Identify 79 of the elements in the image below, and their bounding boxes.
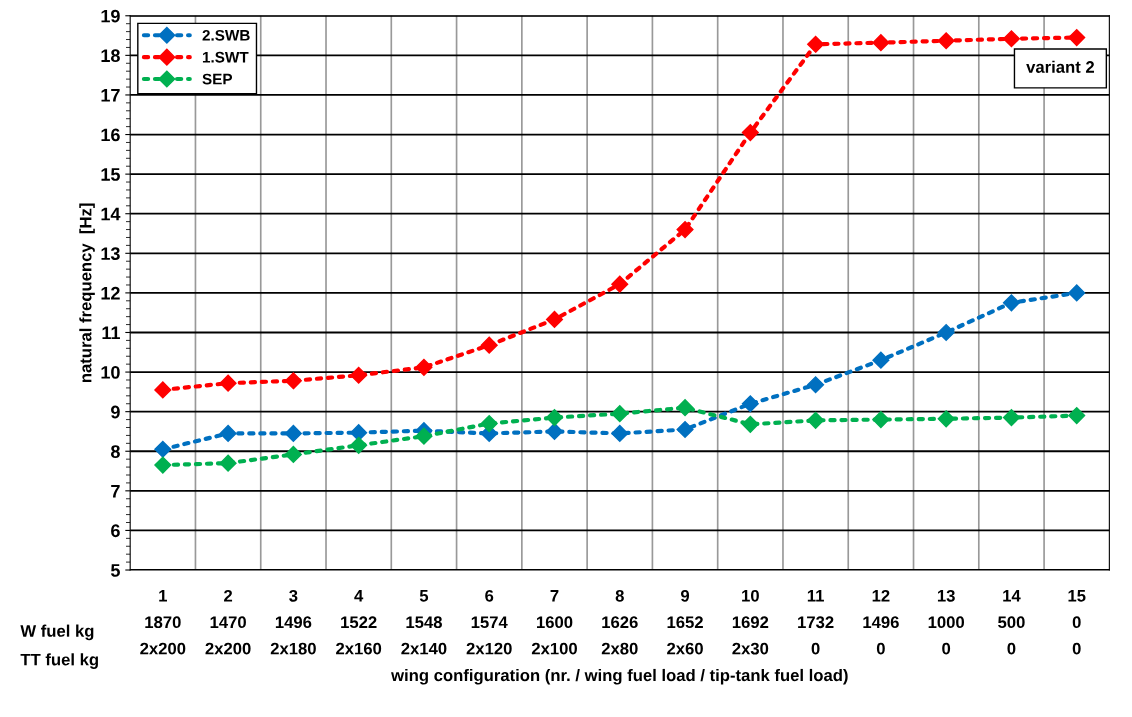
y-tick-label: 9 bbox=[111, 405, 120, 419]
y-tick-label: 18 bbox=[101, 49, 120, 63]
point bbox=[676, 399, 694, 417]
point bbox=[611, 424, 629, 442]
point bbox=[1068, 407, 1086, 425]
point bbox=[611, 405, 629, 423]
y-tick-label: 7 bbox=[111, 484, 120, 498]
y-tick-label: 14 bbox=[101, 207, 121, 221]
point bbox=[807, 411, 825, 429]
point bbox=[350, 366, 368, 384]
x-tick-label: 9 1652 2x60 bbox=[667, 589, 703, 655]
x-tick-label: 8 1626 2x80 bbox=[601, 589, 638, 655]
x-tick-label: 15 0 0 bbox=[1068, 590, 1086, 655]
point bbox=[219, 424, 237, 442]
point bbox=[154, 456, 172, 474]
y-tick-label: 6 bbox=[111, 524, 120, 538]
text: W fuel kg bbox=[20, 624, 94, 641]
point bbox=[937, 32, 955, 50]
point bbox=[545, 422, 564, 441]
point bbox=[154, 440, 172, 458]
point bbox=[545, 310, 564, 328]
legend-label: SEP bbox=[202, 73, 233, 85]
point bbox=[872, 411, 890, 429]
y-tick-label: 8 bbox=[110, 445, 120, 458]
y-axis-title: natural frequency [Hz] bbox=[79, 203, 95, 383]
point bbox=[872, 351, 890, 369]
point bbox=[545, 409, 564, 427]
x-tick-label: 13 1000 0 bbox=[928, 589, 965, 655]
point bbox=[676, 221, 694, 239]
y-tick-label: 12 bbox=[101, 286, 120, 300]
x-tick-label: 10 1692 2x30 bbox=[732, 589, 769, 655]
point bbox=[741, 415, 759, 433]
point bbox=[1002, 409, 1020, 427]
x-tick-label: 3 1496 2x180 bbox=[270, 589, 316, 655]
y-tick-label: 10 bbox=[101, 366, 120, 379]
y-tick-label: 15 bbox=[101, 168, 120, 181]
y-tick-label: 19 bbox=[101, 9, 120, 23]
point bbox=[611, 275, 629, 293]
annotation: variant 2 bbox=[1026, 60, 1095, 73]
point bbox=[741, 124, 759, 142]
point bbox=[1068, 28, 1086, 47]
y-tick-label: 13 bbox=[101, 247, 120, 261]
x-tick-label: 2 1470 2x200 bbox=[205, 589, 251, 655]
legend-label: 1.SWT bbox=[202, 51, 249, 63]
y-tick-label: 16 bbox=[101, 128, 120, 142]
y-tick-label: 11 bbox=[102, 326, 120, 340]
point bbox=[480, 336, 498, 354]
point bbox=[1002, 294, 1020, 312]
point bbox=[1068, 284, 1086, 302]
x-tick-label: 12 1496 0 bbox=[863, 589, 899, 655]
point bbox=[415, 358, 433, 376]
point bbox=[284, 372, 302, 390]
x-tick-label: 7 1600 2x100 bbox=[531, 590, 577, 655]
point bbox=[219, 454, 237, 472]
x-tick-label: 14 500 0 bbox=[998, 590, 1025, 655]
point bbox=[676, 420, 694, 439]
x-tick-label: 6 1574 2x120 bbox=[466, 589, 512, 655]
x-axis-title: wing configuration (nr. / wing fuel load / tip-tank fuel load) bbox=[391, 668, 848, 685]
point bbox=[741, 395, 759, 413]
point bbox=[937, 323, 955, 342]
x-tick-label: 1 1870 2x200 bbox=[140, 590, 186, 655]
point bbox=[807, 376, 825, 394]
x-tick-label: 4 1522 2x160 bbox=[336, 590, 382, 655]
point bbox=[937, 410, 955, 428]
legend-label: 2.SWB bbox=[202, 29, 250, 41]
point bbox=[807, 35, 825, 53]
y-tick-label: 5 bbox=[110, 564, 120, 577]
y-tick-label: 17 bbox=[101, 89, 120, 102]
x-tick-label: 11 1732 0 bbox=[798, 590, 834, 655]
point bbox=[154, 381, 172, 399]
point bbox=[284, 445, 302, 463]
point bbox=[350, 436, 368, 454]
point bbox=[284, 424, 302, 442]
point bbox=[872, 34, 890, 52]
point bbox=[480, 414, 498, 433]
point bbox=[219, 374, 237, 392]
point bbox=[415, 427, 433, 445]
text: TT fuel kg bbox=[20, 653, 98, 669]
point bbox=[1002, 30, 1020, 48]
